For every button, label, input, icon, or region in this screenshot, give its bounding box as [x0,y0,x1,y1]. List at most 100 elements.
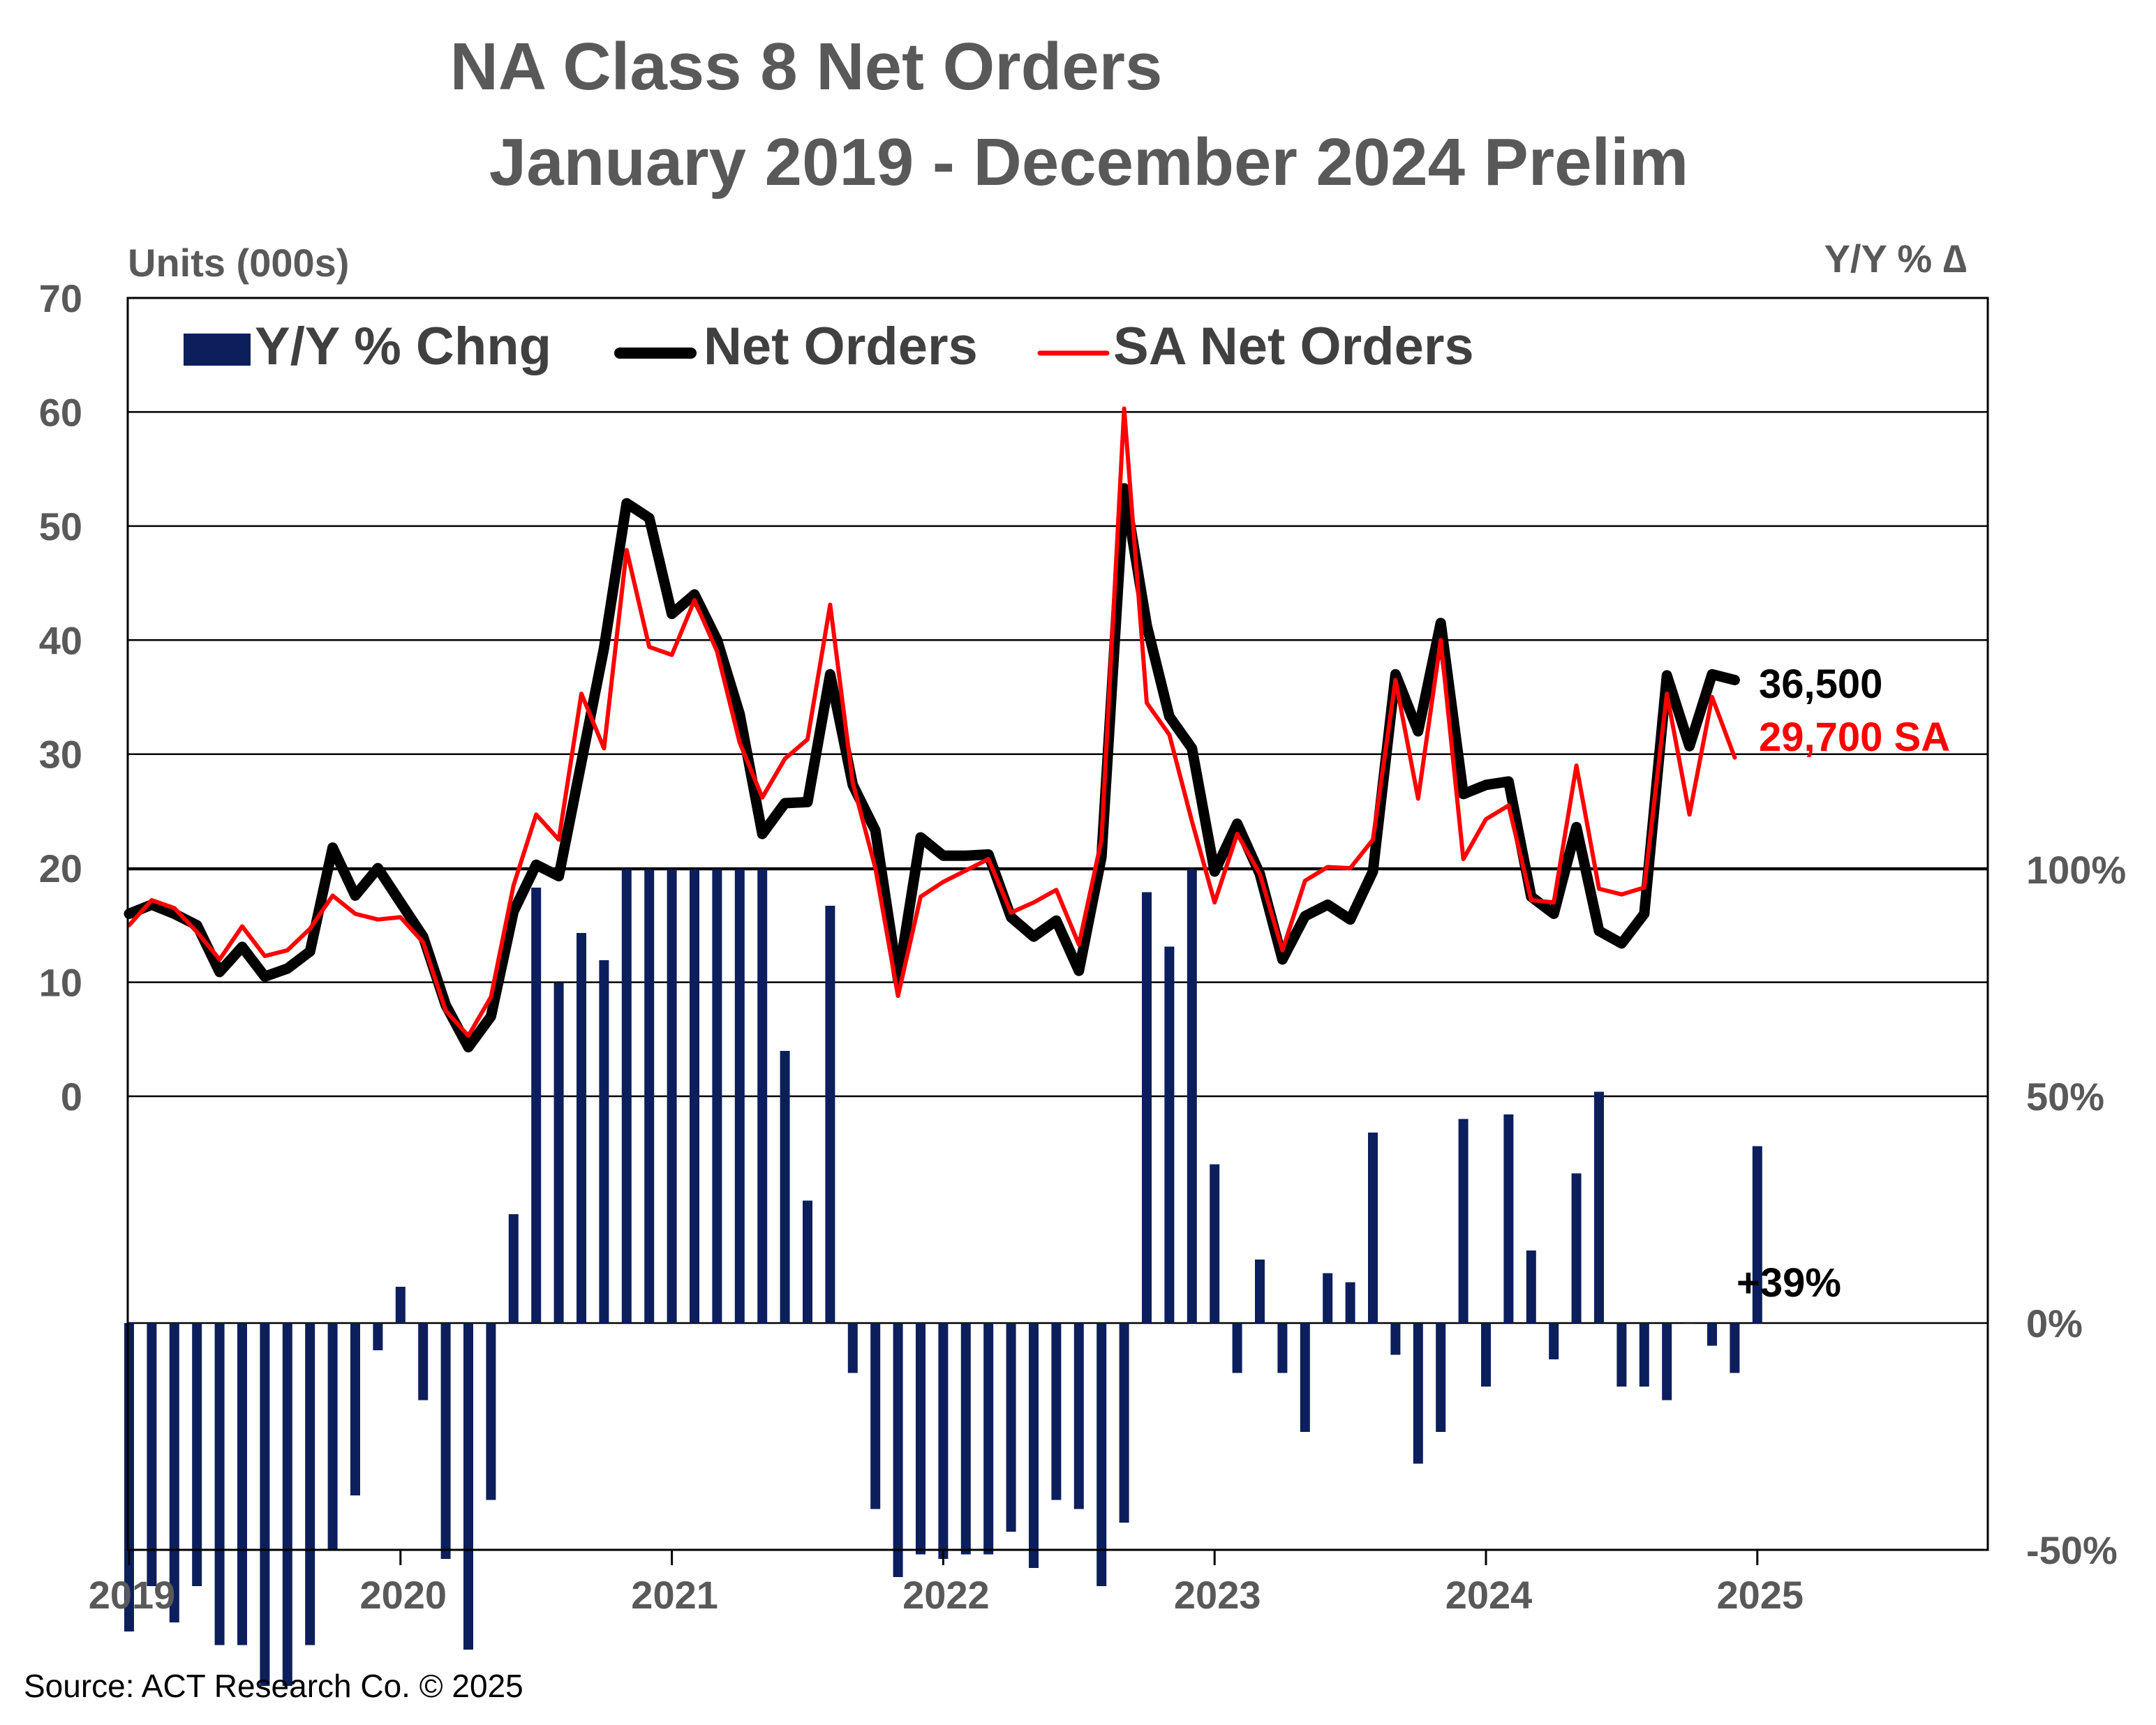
yoy-bar [1255,1260,1265,1323]
y-tick-label: 60 [39,390,82,434]
y-axis-ticks: 70 60 50 40 30 20 10 0 [39,276,82,1119]
yoy-bar [1730,1323,1740,1373]
yoy-bar [577,933,586,1323]
yoy-bar [1639,1323,1649,1387]
yoy-bar [1481,1323,1491,1387]
yoy-bar [553,983,564,1323]
y-tick-label: 30 [39,733,82,777]
source-note: Source: ACT Research Co. © 2025 [24,1668,523,1704]
yoy-bar [373,1323,383,1350]
yoy-bar [1073,1323,1084,1509]
legend-label-sa: SA Net Orders [1113,317,1474,376]
yoy-bar [599,960,609,1323]
legend-label-yoy: Y/Y % Chng [255,317,551,376]
yoy-bar [938,1323,949,1559]
y-axis-label: Units (000s) [128,241,349,285]
y-tick-label: 20 [39,846,82,890]
yoy-bar [508,1214,519,1323]
yoy-bar [1390,1323,1401,1355]
yoy-bar [169,1323,179,1622]
y-tick-label: 40 [39,618,82,662]
yoy-bars [124,869,1762,1686]
yoy-bar [1345,1282,1355,1323]
yoy-bar [1616,1323,1627,1387]
yoy-bar [1300,1323,1310,1432]
yoy-bar [486,1323,496,1500]
yoy-bar [237,1323,247,1645]
yoy-bar [1707,1323,1717,1346]
yoy-bar [1662,1323,1672,1401]
end-label-sa: 29,700 SA [1759,715,1950,760]
yoy-bar [847,1323,858,1373]
end-label-net: 36,500 [1759,662,1882,707]
x-axis-ticks: 2019 2020 2021 2022 2023 2024 2025 [89,1550,1804,1617]
yoy-bar [1277,1323,1288,1373]
yoy-bar [463,1323,473,1650]
yoy-bar [734,869,745,1323]
yoy-bar [1368,1133,1378,1323]
legend-label-net: Net Orders [704,317,978,376]
yoy-bar [1458,1119,1469,1323]
yoy-bar [260,1323,270,1686]
yoy-bar [305,1323,315,1645]
yoy-bar [870,1323,881,1509]
y2-axis-label: Y/Y % ∆ [1824,237,1967,281]
x-tick-label: 2019 [89,1573,176,1617]
yoy-bar [1210,1164,1220,1323]
yoy-bar [757,869,768,1323]
yoy-bar [1684,1323,1695,1324]
yoy-bar [1232,1323,1242,1373]
yoy-bar [1549,1323,1559,1359]
yoy-bar [282,1323,292,1686]
yoy-bar [1413,1323,1423,1464]
yoy-bar [690,869,699,1323]
chart-title: NA Class 8 Net Orders [450,29,1163,104]
yoy-bar [916,1323,925,1555]
yoy-bar [1571,1173,1582,1323]
x-tick-label: 2021 [631,1573,718,1617]
yoy-bar [780,1051,790,1323]
yoy-bar [192,1323,202,1586]
yoy-bar [1006,1323,1016,1532]
x-tick-label: 2025 [1717,1573,1804,1617]
x-tick-label: 2020 [360,1573,447,1617]
yoy-bar [1503,1114,1514,1323]
yoy-bar [644,869,655,1323]
end-label-yoy: +39% [1737,1260,1841,1306]
yoy-bar [1029,1323,1039,1568]
legend-swatch-yoy [184,334,251,366]
y2-tick-label: 100% [2026,848,2126,892]
yoy-bar [712,869,722,1323]
yoy-bar [531,888,542,1323]
yoy-bar [1142,892,1152,1323]
yoy-bar [1119,1323,1129,1523]
yoy-bar [147,1323,157,1586]
y2-tick-label: 0% [2026,1301,2083,1345]
yoy-bar [667,869,677,1323]
yoy-bar [893,1323,903,1577]
y2-tick-label: 50% [2026,1075,2104,1119]
plot-frame [126,297,1989,1551]
yoy-bar [803,1200,812,1323]
yoy-bar [1051,1323,1062,1500]
y-tick-label: 10 [39,961,82,1005]
yoy-bar [1187,869,1197,1323]
y2-tick-label: -50% [2026,1528,2118,1572]
yoy-bar [621,869,632,1323]
yoy-bar [418,1323,429,1401]
x-tick-label: 2024 [1445,1573,1533,1617]
chart-subtitle: January 2019 - December 2024 Prelim [489,125,1688,200]
yoy-bar [395,1287,406,1323]
yoy-bar [1526,1250,1536,1323]
y2-axis-ticks: 100%50%0%-50%-100% [2026,848,2126,1572]
legend: Y/Y % Chng Net Orders SA Net Orders [184,317,1474,376]
x-tick-label: 2023 [1174,1573,1261,1617]
yoy-bar [1323,1273,1333,1323]
yoy-bar [440,1323,451,1559]
yoy-bar [327,1323,338,1550]
yoy-bar [825,906,835,1323]
yoy-bar [350,1323,360,1495]
order-lines [124,406,1740,1053]
yoy-bar [1164,946,1175,1323]
